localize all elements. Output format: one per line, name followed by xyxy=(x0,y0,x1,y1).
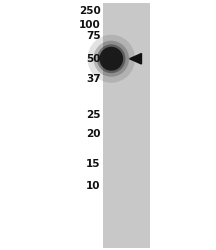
Text: 50: 50 xyxy=(86,54,100,64)
Text: 20: 20 xyxy=(86,129,100,139)
Ellipse shape xyxy=(87,35,135,83)
Text: 10: 10 xyxy=(86,181,100,191)
Ellipse shape xyxy=(97,44,125,73)
Bar xyxy=(103,2,150,248)
Text: 15: 15 xyxy=(86,159,100,169)
Ellipse shape xyxy=(94,41,129,77)
Polygon shape xyxy=(130,54,141,64)
Text: 37: 37 xyxy=(86,74,100,84)
Ellipse shape xyxy=(99,47,123,71)
Text: 75: 75 xyxy=(86,31,100,41)
Text: 25: 25 xyxy=(86,110,100,120)
Text: 250: 250 xyxy=(79,6,100,16)
Text: 100: 100 xyxy=(79,20,100,30)
